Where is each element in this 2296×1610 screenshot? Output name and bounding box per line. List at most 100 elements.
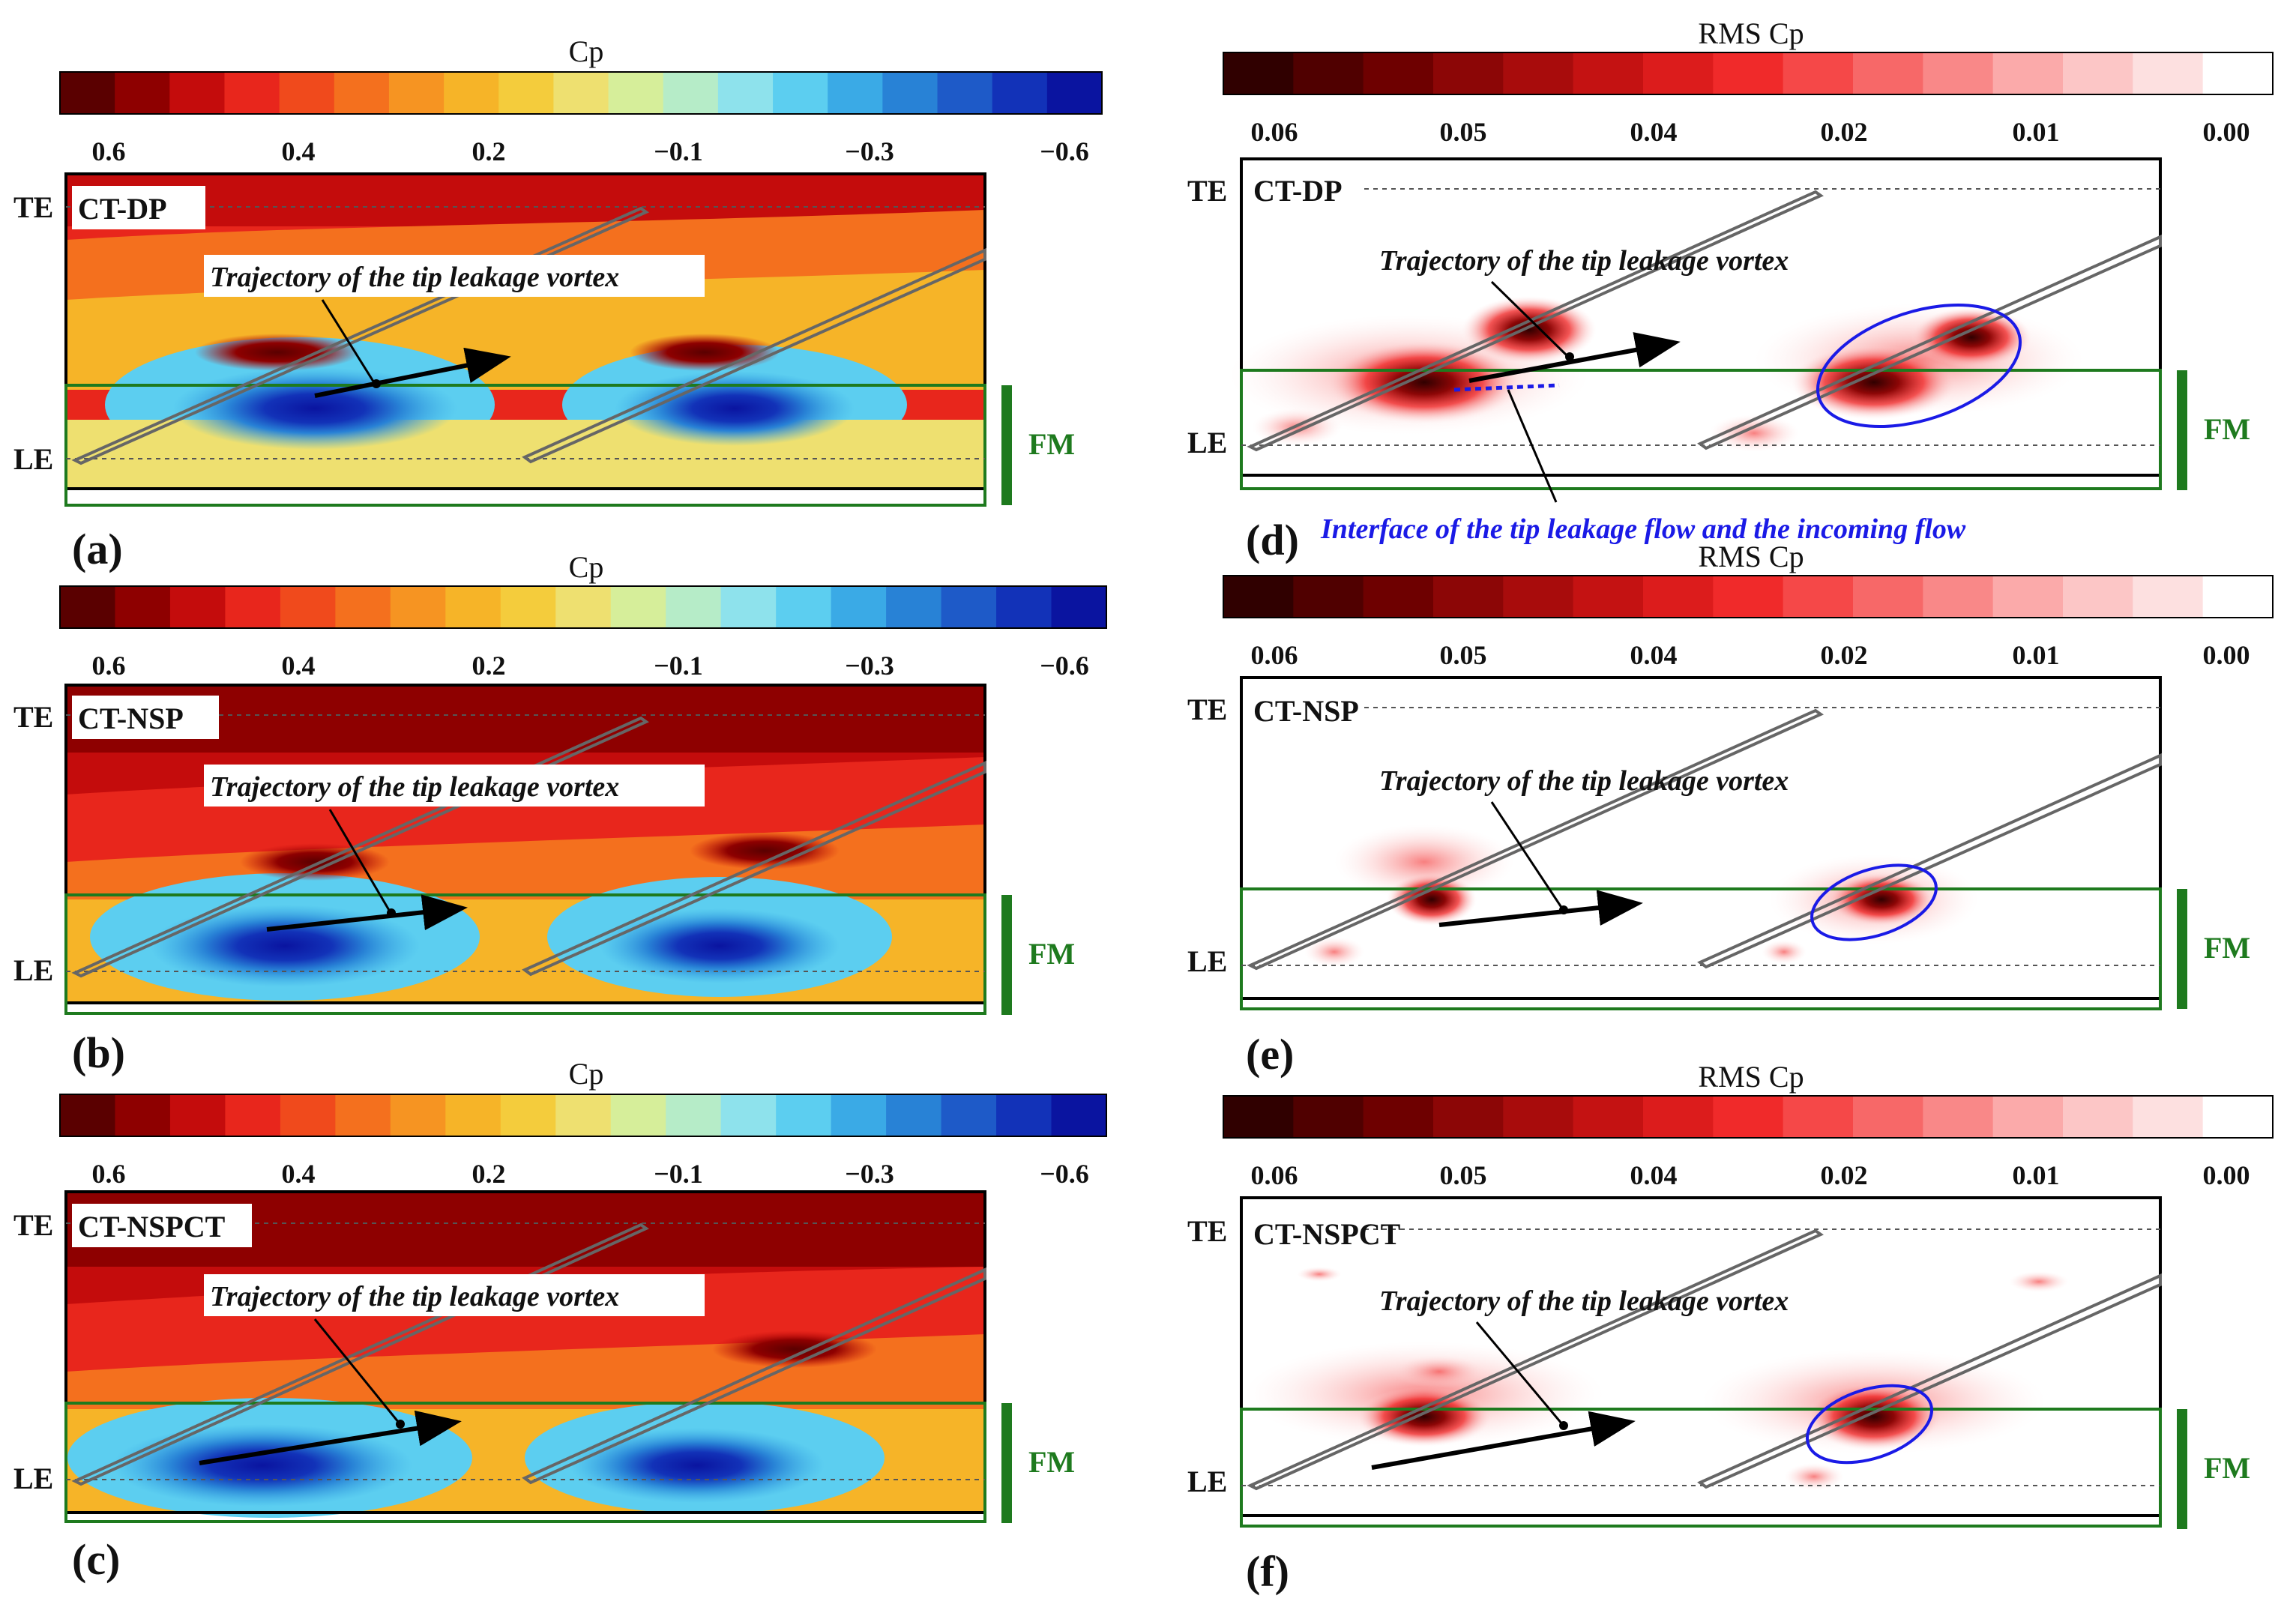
colorbar-swatch [941, 586, 997, 628]
trajectory-point [396, 1420, 405, 1429]
trajectory-point [1559, 905, 1568, 914]
colorbar-swatch [1783, 576, 1854, 618]
case-label: CT-NSP [1253, 694, 1359, 728]
colorbar-tick: 0.05 [1440, 640, 1487, 670]
le-label: LE [1187, 1465, 1227, 1498]
fm-window [1240, 369, 2162, 490]
colorbar-swatch [1051, 1094, 1107, 1136]
annotation: Trajectory of the tip leakage vortex [1379, 245, 1789, 277]
colorbar-swatch [996, 586, 1052, 628]
vortex-trajectory-arrow [266, 894, 468, 932]
colorbar-frame [59, 1094, 1107, 1137]
trajectory-point [372, 379, 381, 388]
interface-note: Interface of the tip leakage flow and th… [1320, 513, 1966, 545]
colorbar-swatch [169, 1094, 226, 1136]
colorbar-frame [59, 585, 1107, 629]
colorbar-swatch [555, 586, 612, 628]
colorbar-swatch [1363, 52, 1434, 94]
colorbar-swatch [773, 72, 828, 114]
colorbar-tick: 0.06 [1251, 117, 1298, 147]
plot-frame [1240, 157, 2162, 477]
colorbar-swatch [2202, 1096, 2274, 1138]
colorbar-swatch [115, 1094, 171, 1136]
colorbar-swatch [1643, 52, 1714, 94]
colorbar-swatch [1573, 1096, 1644, 1138]
fm-window [64, 1402, 986, 1523]
colorbar: 0.06 0.05 0.04 0.02 0.01 0.00 [1223, 52, 2274, 147]
colorbar-swatch [937, 72, 993, 114]
colorbar-tick: 0.2 [472, 651, 506, 681]
case-label: CT-DP [78, 192, 167, 226]
fm-window [64, 384, 986, 507]
trajectory-point [1565, 352, 1574, 361]
colorbar-swatch [1363, 576, 1434, 618]
colorbar-swatch [828, 72, 883, 114]
colorbar-swatch [169, 586, 226, 628]
annotation: Trajectory of the tip leakage vortex [210, 262, 619, 293]
blade-outline [1697, 234, 2162, 450]
colorbar-swatch [1853, 576, 1923, 618]
colorbar-swatch [445, 1094, 501, 1136]
colorbar-swatch [2063, 52, 2133, 94]
colorbar-swatch [1992, 576, 2064, 618]
te-label: TE [13, 190, 53, 224]
annotation-leader [328, 809, 391, 912]
annotation-bg [204, 765, 705, 806]
colorbar-tick: 0.4 [282, 1159, 316, 1189]
fm-window [1240, 887, 2162, 1010]
colorbar-tick: 0.00 [2203, 640, 2250, 670]
colorbar-tick: 0.4 [282, 136, 316, 166]
colorbar-swatch [388, 72, 445, 114]
colorbar-swatch [720, 586, 777, 628]
colorbar-swatch [941, 1094, 997, 1136]
colorbar-swatch [1293, 52, 1364, 94]
colorbar-swatch [776, 1094, 832, 1136]
colorbar: 0.6 0.4 0.2 −0.1 −0.3 −0.6 [59, 71, 1103, 166]
blade-outline [1697, 1273, 2162, 1489]
fm-label: FM [2204, 931, 2250, 965]
colorbar-tick: −0.1 [654, 651, 703, 681]
fm-label: FM [1028, 937, 1075, 971]
rms-field [1229, 159, 2160, 475]
blade-outline [522, 247, 986, 464]
colorbar-swatch [1503, 1096, 1574, 1138]
colorbar-swatch [1223, 1096, 1294, 1138]
colorbar-swatch [279, 72, 335, 114]
colorbar-swatch [1573, 52, 1644, 94]
colorbar-tick: 0.00 [2203, 1160, 2250, 1190]
colorbar-swatch [2063, 1096, 2133, 1138]
colorbar-swatch [610, 1094, 666, 1136]
colorbar-tick: 0.02 [1821, 117, 1868, 147]
le-label: LE [13, 953, 53, 987]
te-label: TE [13, 1208, 53, 1242]
colorbar-swatch [1992, 1096, 2064, 1138]
colorbar-tick: −0.1 [654, 1159, 703, 1189]
colorbar-swatch [1046, 72, 1103, 114]
fm-bar [1001, 895, 1012, 1015]
blade-outline [522, 1267, 986, 1485]
colorbar-swatch [500, 586, 556, 628]
contour-field [66, 174, 985, 489]
colorbar-title: RMS Cp [1698, 1060, 1804, 1094]
case-label-bg [72, 696, 219, 739]
colorbar-swatch [1643, 576, 1714, 618]
colorbar: 0.6 0.4 0.2 −0.1 −0.3 −0.6 [59, 1094, 1107, 1189]
colorbar-swatch [335, 1094, 391, 1136]
colorbar-swatch [1713, 576, 1784, 618]
rms-field [1241, 678, 2160, 998]
colorbar-tick: 0.2 [472, 1159, 506, 1189]
colorbar-title: Cp [569, 34, 604, 68]
colorbar: 0.06 0.05 0.04 0.02 0.01 0.00 [1223, 575, 2274, 670]
colorbar-swatch [2202, 52, 2274, 94]
vortex-trajectory-arrow [1438, 890, 1643, 927]
colorbar-tick: 0.04 [1630, 640, 1678, 670]
colorbar-swatch [1923, 52, 1994, 94]
fm-bar [1001, 385, 1012, 505]
panel-f: RMS Cp 0.06 0.05 0.04 0.02 0.01 0.00 [1187, 1060, 2274, 1596]
vortex-trajectory-arrow [1371, 1411, 1636, 1470]
colorbar-tick: 0.6 [92, 651, 126, 681]
colorbar-swatch [886, 586, 942, 628]
colorbar-swatch [1853, 1096, 1923, 1138]
colorbar-swatch [2133, 576, 2204, 618]
